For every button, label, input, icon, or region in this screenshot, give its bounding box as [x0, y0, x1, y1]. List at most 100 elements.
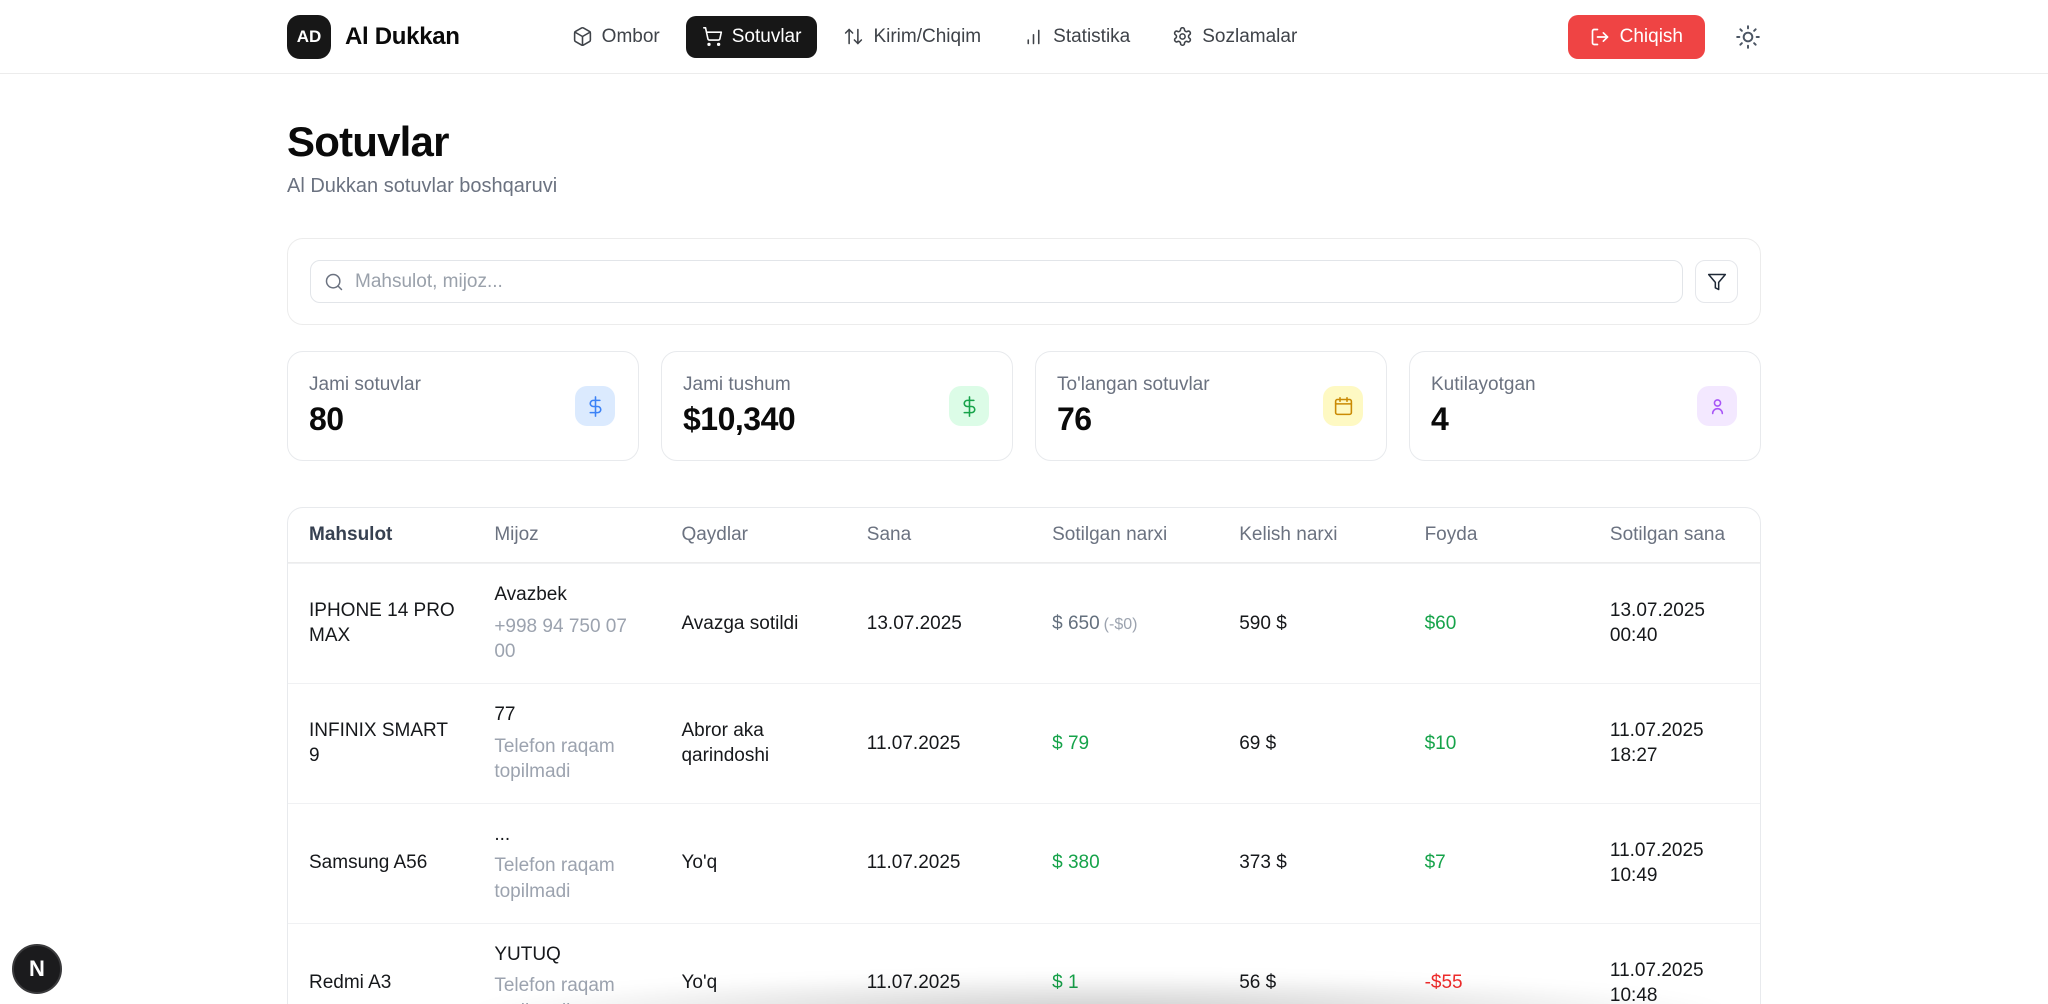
cost-price-cell: 590 $: [1239, 612, 1287, 634]
person-icon: [1711, 398, 1723, 414]
cost-price-cell: 56 $: [1239, 972, 1277, 994]
client-cell: 77 Telefon raqam topilmadi: [473, 684, 660, 803]
stat-value: 76: [1057, 401, 1092, 437]
sold-time: 10:48: [1609, 985, 1658, 1004]
table-row[interactable]: Redmi A3 YUTUQ Telefon raqam topilmadi Y…: [288, 922, 1760, 1004]
column-header: Mijoz: [494, 524, 539, 545]
notes-cell: Yo'q: [681, 972, 718, 994]
stat-value: 4: [1431, 401, 1449, 437]
profit-cell: $60: [1424, 612, 1457, 634]
top-navbar: AD Al Dukkan Ombor Sotuvlar Kirim/Chiqim…: [0, 0, 2048, 74]
nav-item-sotuvlar[interactable]: Sotuvlar: [685, 15, 818, 58]
search-box: [310, 260, 1683, 303]
product-cell: INFINIX SMART 9: [309, 719, 448, 767]
sold-time: 10:49: [1609, 865, 1658, 887]
nav-item-kirim-chiqim[interactable]: Kirim/Chiqim: [827, 16, 997, 58]
sold-date-cell: 11.07.2025 10:49: [1589, 820, 1760, 907]
column-header: Mahsulot: [309, 524, 393, 545]
profit-cell: -$55: [1424, 972, 1463, 994]
floating-n-button[interactable]: N: [12, 944, 62, 994]
sold-time: 00:40: [1609, 625, 1658, 647]
main-content: Sotuvlar Al Dukkan sotuvlar boshqaruvi J…: [287, 118, 1761, 1004]
theme-toggle-button[interactable]: [1735, 24, 1761, 50]
dollar-icon: [962, 395, 975, 417]
client-name: ...: [494, 823, 511, 845]
nav-item-ombor[interactable]: Ombor: [556, 16, 676, 58]
client-phone: Telefon raqam topilmadi: [494, 735, 615, 783]
stat-card-jami-sotuvlar: Jami sotuvlar 80: [287, 351, 639, 461]
sale-price-cell: $ 380: [1052, 852, 1100, 874]
sale-price-cell: $ 650 (-$0): [1031, 593, 1218, 655]
sales-table: Mahsulot Mijoz Qaydlar Sana Sotilgan nar…: [287, 507, 1761, 1004]
stats-row: Jami sotuvlar 80 Jami tushum $10,340 To'…: [287, 351, 1761, 461]
filter-button[interactable]: [1695, 260, 1738, 303]
nav-item-label: Statistika: [1053, 25, 1131, 47]
sale-price-cell: $ 79: [1052, 732, 1090, 754]
shopping-cart-icon: [702, 27, 722, 47]
sun-icon: [1736, 24, 1760, 49]
nav-item-label: Ombor: [601, 25, 660, 47]
product-cell: IPHONE 14 PRO MAX: [309, 599, 455, 647]
sold-date-cell: 11.07.2025 18:27: [1589, 700, 1760, 787]
date-cell: 11.07.2025: [866, 972, 961, 994]
calendar-icon: [1334, 396, 1352, 415]
logout-button[interactable]: Chiqish: [1567, 14, 1705, 59]
sale-price: $ 650: [1052, 612, 1100, 634]
nav-item-label: Sozlamalar: [1202, 25, 1298, 47]
sold-time: 18:27: [1609, 745, 1658, 767]
stat-value: 80: [309, 401, 344, 437]
client-cell: YUTUQ Telefon raqam topilmadi: [473, 924, 660, 1004]
stat-card-kutilayotgan: Kutilayotgan 4: [1409, 351, 1761, 461]
table-row[interactable]: INFINIX SMART 9 77 Telefon raqam topilma…: [288, 682, 1760, 803]
table-header-row: Mahsulot Mijoz Qaydlar Sana Sotilgan nar…: [288, 508, 1760, 563]
stat-label: Jami tushum: [683, 374, 791, 395]
nav-item-statistika[interactable]: Statistika: [1007, 16, 1146, 58]
brand-name: Al Dukkan: [345, 22, 460, 50]
package-icon: [573, 26, 591, 47]
sold-date: 11.07.2025: [1609, 959, 1704, 981]
column-header: Sana: [866, 524, 912, 545]
column-header: Foyda: [1424, 524, 1478, 545]
sold-date: 11.07.2025: [1609, 839, 1704, 861]
stat-value: $10,340: [683, 401, 796, 437]
sold-date: 13.07.2025: [1609, 599, 1705, 621]
logout-icon: [1591, 28, 1608, 45]
product-cell: Samsung A56: [309, 852, 428, 874]
sale-price-cell: $ 1: [1052, 972, 1079, 994]
client-name: 77: [494, 703, 516, 725]
stat-label: Kutilayotgan: [1431, 374, 1536, 395]
cost-price-cell: 69 $: [1239, 732, 1277, 754]
logout-label: Chiqish: [1619, 25, 1683, 47]
search-input[interactable]: [310, 260, 1683, 303]
stat-card-tolangan-sotuvlar: To'langan sotuvlar 76: [1035, 351, 1387, 461]
column-header: Qaydlar: [681, 524, 748, 545]
sale-price-note: (-$0): [1103, 615, 1138, 633]
date-cell: 11.07.2025: [866, 732, 961, 754]
sold-date: 11.07.2025: [1609, 719, 1704, 741]
product-cell: Redmi A3: [309, 972, 392, 994]
table-row[interactable]: Samsung A56 ... Telefon raqam topilmadi …: [288, 802, 1760, 923]
column-header: Kelish narxi: [1239, 524, 1338, 545]
profit-cell: $7: [1424, 852, 1446, 874]
page-title: Sotuvlar: [287, 118, 449, 165]
stat-card-jami-tushum: Jami tushum $10,340: [661, 351, 1013, 461]
brand[interactable]: AD Al Dukkan: [287, 14, 460, 59]
sold-date-cell: 13.07.2025 00:40: [1589, 580, 1760, 667]
nav-item-label: Kirim/Chiqim: [873, 25, 982, 47]
nav-item-label: Sotuvlar: [731, 25, 802, 47]
client-cell: Avazbek +998 94 750 07 00: [473, 564, 660, 683]
nav-item-sozlamalar[interactable]: Sozlamalar: [1156, 16, 1313, 58]
arrows-up-down-icon: [845, 28, 863, 45]
dollar-icon: [588, 395, 601, 417]
column-header: Sotilgan sana: [1609, 524, 1726, 545]
table-row[interactable]: IPHONE 14 PRO MAX Avazbek +998 94 750 07…: [288, 563, 1760, 683]
funnel-icon: [1707, 273, 1726, 290]
page-subtitle: Al Dukkan sotuvlar boshqaruvi: [287, 175, 558, 197]
client-name: Avazbek: [494, 584, 567, 605]
stat-label: To'langan sotuvlar: [1057, 374, 1210, 395]
search-panel: [287, 238, 1761, 325]
notes-cell: Yo'q: [681, 852, 718, 874]
client-phone: Telefon raqam topilmadi: [494, 855, 615, 903]
gear-icon: [1174, 26, 1192, 47]
brand-logo: AD: [287, 14, 331, 59]
